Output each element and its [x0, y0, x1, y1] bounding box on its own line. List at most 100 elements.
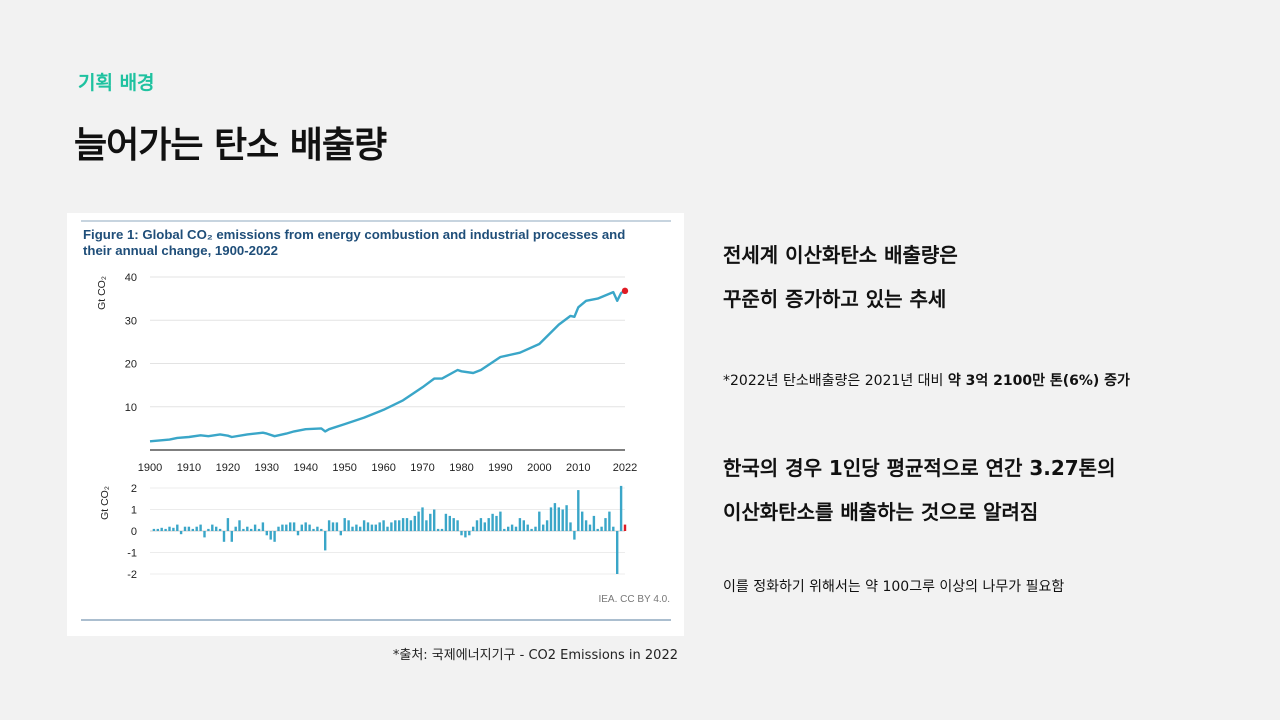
annual-change-bar: [179, 531, 183, 535]
x-tick-label: 1910: [177, 462, 201, 474]
annual-change-bar: [616, 531, 619, 574]
annual-change-bar: [211, 524, 214, 531]
annual-change-bar: [296, 531, 300, 536]
annual-change-bar: [355, 524, 358, 531]
x-tick-label: 1990: [488, 462, 512, 474]
annual-change-bar: [569, 522, 572, 531]
page-title: 늘어가는 탄소 배출량: [74, 125, 387, 166]
x-tick-label: 1980: [449, 462, 473, 474]
annual-change-bar: [234, 526, 237, 531]
annual-change-bar: [557, 507, 560, 531]
annual-change-bar: [487, 518, 490, 531]
annual-change-bar: [421, 507, 424, 531]
annual-change-bar: [413, 515, 416, 531]
x-tick-label: 1960: [371, 462, 395, 474]
annual-change-bar: [366, 522, 370, 531]
annual-change-bar: [370, 524, 374, 531]
annual-change-bar: [561, 509, 564, 531]
annual-change-bar: [261, 522, 265, 531]
annual-change-bar: [491, 513, 494, 531]
annual-change-bar: [573, 531, 576, 540]
annual-change-bar: [172, 527, 175, 531]
annual-change-bar: [499, 511, 502, 531]
y-tick-label: 0: [131, 526, 137, 538]
annual-change-bar: [565, 505, 568, 531]
annual-change-bar: [324, 531, 327, 551]
annual-change-bar: [581, 511, 584, 531]
annual-change-bar: [156, 528, 159, 531]
annual-change-bar: [257, 528, 261, 531]
annual-change-bar: [253, 524, 257, 531]
annual-change-bar: [382, 520, 385, 532]
annual-change-bar: [226, 518, 230, 531]
annual-change-bar: [464, 531, 467, 538]
x-tick-label: 1940: [293, 462, 317, 474]
annual-change-bar: [320, 528, 323, 531]
annual-change-bar: [472, 526, 475, 531]
annual-change-bar: [596, 528, 599, 531]
annual-change-bar: [242, 528, 245, 531]
y-axis-title: Gt CO₂: [96, 276, 108, 310]
annual-change-bar: [183, 526, 187, 531]
annual-change-bar: [526, 524, 529, 531]
annual-change-bar: [429, 513, 432, 531]
emissions-series-line: [149, 289, 626, 443]
annual-change-bar: [164, 528, 167, 531]
annual-change-bar: [483, 522, 486, 531]
annual-change-bar: [250, 528, 253, 531]
annual-change-bar: [444, 513, 448, 531]
annual-change-bar: [390, 522, 393, 531]
annual-change-bar: [339, 531, 342, 536]
annual-change-bar: [577, 490, 580, 531]
y-tick-label: -1: [127, 548, 137, 560]
annual-change-bar: [398, 520, 401, 532]
x-tick-label: 1970: [410, 462, 434, 474]
co2-figure: Figure 1: Global CO₂ emissions from ener…: [81, 220, 671, 621]
annual-change-bar: [300, 524, 303, 531]
annual-change-bar: [503, 528, 506, 531]
annual-change-bar: [316, 526, 319, 531]
annual-change-bar: [218, 528, 222, 531]
annual-change-bar: [378, 522, 381, 531]
section-kicker: 기획 배경: [78, 72, 155, 94]
annual-change-bar: [549, 507, 553, 531]
annual-change-bar: [203, 531, 206, 538]
annual-change-bar: [265, 531, 268, 536]
annual-change-bar: [553, 503, 557, 531]
annual-change-bar: [160, 527, 163, 531]
annual-change-bar: [456, 520, 459, 532]
annual-change-bar-chart: 2 1 0 -1 -2 Gt CO₂: [99, 483, 627, 581]
annual-change-bar: [405, 518, 409, 531]
annual-change-bar: [215, 526, 218, 531]
annual-change-bar: [612, 526, 615, 531]
annual-change-bar: [592, 515, 596, 531]
annual-change-bar: [238, 520, 241, 532]
x-tick-label: 1930: [255, 462, 279, 474]
annual-change-bar: [331, 522, 335, 531]
annual-change-bar: [347, 520, 350, 532]
statement-1-line-1: 전세계 이산화탄소 배출량은: [723, 243, 958, 267]
emissions-increase-note: *2022년 탄소배출량은 2021년 대비 약 3억 2100만 톤(6%) …: [723, 370, 1130, 390]
annual-change-bar: [273, 531, 276, 542]
y-tick-label: -2: [127, 569, 137, 581]
annual-change-bar: [289, 522, 292, 531]
source-note: *출처: 국제에너지기구 - CO2 Emissions in 2022: [392, 648, 678, 663]
annual-change-bar: [507, 526, 510, 531]
y-tick-label: 2: [131, 483, 137, 495]
annual-change-bar: [600, 526, 603, 531]
annual-change-bar: [394, 520, 397, 532]
annual-change-bar: [308, 524, 311, 531]
annual-change-bar: [436, 528, 440, 531]
annual-change-bar: [417, 511, 420, 531]
figure-credit: IEA. CC BY 4.0.: [598, 594, 670, 605]
annual-change-bar: [230, 531, 233, 542]
annual-change-bar: [475, 520, 479, 532]
annual-change-bar: [304, 522, 307, 531]
annual-change-bar: [514, 526, 518, 531]
annual-change-bar: [168, 526, 171, 531]
annual-change-bar: [195, 526, 198, 531]
annual-change-bar: [362, 520, 366, 532]
annual-change-bar: [510, 524, 514, 531]
annual-change-bar: [440, 528, 444, 531]
annual-change-bar: [191, 528, 194, 531]
